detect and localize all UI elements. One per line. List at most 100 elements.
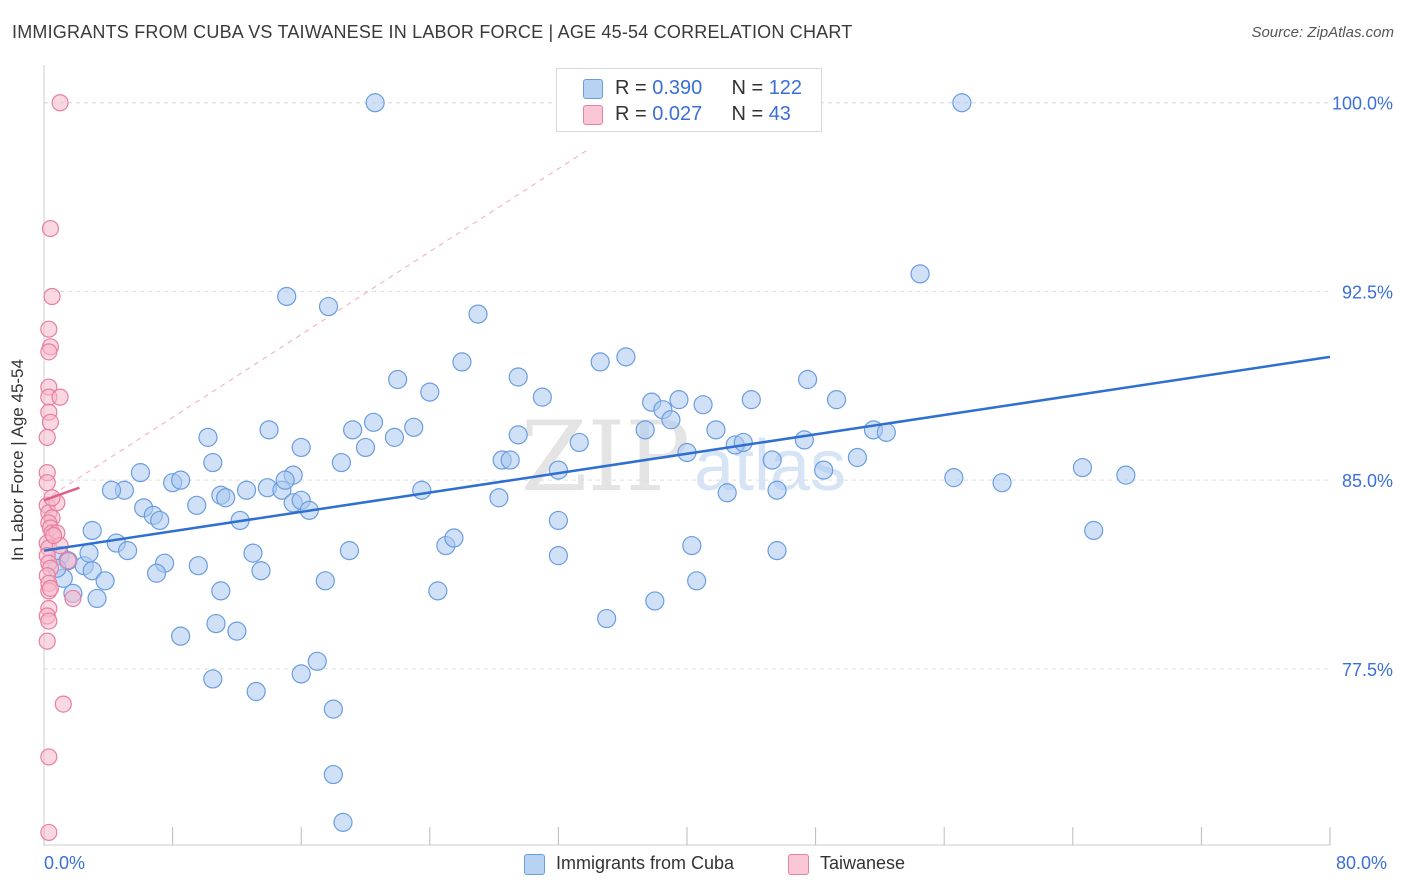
y-axis-label: In Labor Force | Age 45-54 bbox=[8, 359, 27, 561]
cuba-point bbox=[468, 304, 488, 324]
y-tick-label: 77.5% bbox=[1342, 660, 1393, 680]
taiwanese-point bbox=[51, 94, 69, 112]
cuba-point bbox=[876, 422, 896, 442]
cuba-point bbox=[794, 430, 814, 450]
n-label: N = bbox=[731, 77, 769, 99]
taiwanese-point bbox=[64, 589, 82, 608]
cuba-point bbox=[251, 561, 271, 581]
n-label: N = bbox=[731, 103, 769, 125]
legend-label-cuba: Immigrants from Cuba bbox=[556, 853, 735, 873]
cuba-point bbox=[87, 588, 107, 609]
taiwanese-point bbox=[43, 287, 61, 306]
cuba-point bbox=[246, 681, 266, 702]
cuba-point bbox=[388, 369, 408, 390]
taiwanese-point bbox=[38, 474, 56, 492]
cuba-point bbox=[198, 427, 218, 447]
y-tick-label: 100.0% bbox=[1332, 94, 1393, 114]
cuba-point bbox=[333, 812, 353, 832]
cuba-point bbox=[211, 581, 231, 601]
cuba-trend-line bbox=[43, 355, 1331, 552]
n-value-cuba: 122 bbox=[768, 77, 803, 99]
cuba-point bbox=[171, 626, 191, 646]
cuba-point bbox=[117, 541, 138, 561]
cuba-point bbox=[952, 93, 972, 113]
cuba-point bbox=[101, 480, 122, 500]
taiwanese-point bbox=[45, 526, 63, 545]
y-tick-label: 92.5% bbox=[1342, 282, 1393, 302]
cuba-point bbox=[1084, 520, 1104, 541]
r-value-taiwanese: 0.027 bbox=[652, 103, 703, 125]
blue-swatch-icon bbox=[524, 854, 545, 875]
cuba-point bbox=[597, 608, 617, 629]
taiwanese-point bbox=[40, 343, 58, 361]
taiwanese-point bbox=[40, 748, 58, 766]
cuba-point bbox=[95, 571, 115, 591]
cuba-point bbox=[171, 470, 191, 490]
cuba-point bbox=[243, 543, 263, 563]
blue-swatch-icon bbox=[583, 79, 603, 99]
cuba-point bbox=[682, 535, 702, 556]
cuba-point bbox=[532, 387, 552, 407]
cuba-point bbox=[203, 452, 223, 473]
cuba-point bbox=[130, 463, 151, 483]
cuba-point bbox=[331, 452, 351, 473]
cuba-point bbox=[569, 432, 589, 453]
n-value-taiwanese: 43 bbox=[768, 103, 791, 125]
cuba-point bbox=[277, 286, 297, 307]
cuba-point bbox=[150, 510, 170, 531]
cuba-point bbox=[307, 651, 327, 671]
cuba-point bbox=[508, 367, 528, 387]
cuba-point bbox=[814, 460, 834, 480]
x-tick-label-max: 80.0% bbox=[1336, 853, 1388, 873]
taiwanese-point bbox=[40, 823, 58, 842]
taiwanese-point bbox=[41, 219, 60, 238]
r-value-cuba: 0.390 bbox=[652, 77, 703, 99]
cuba-point bbox=[706, 420, 726, 440]
cuba-point bbox=[82, 520, 102, 541]
cuba-point bbox=[693, 395, 713, 415]
cuba-point bbox=[767, 541, 787, 561]
legend-label-taiwanese: Taiwanese bbox=[820, 853, 906, 873]
cuba-point bbox=[767, 480, 787, 500]
cuba-point bbox=[343, 420, 363, 440]
cuba-point bbox=[291, 437, 311, 458]
cuba-point bbox=[489, 488, 509, 508]
cuba-point bbox=[227, 621, 247, 641]
cuba-point bbox=[452, 352, 472, 372]
chart-title: IMMIGRANTS FROM CUBA VS TAIWANESE IN LAB… bbox=[12, 22, 853, 42]
cuba-point bbox=[187, 495, 207, 515]
cuba-point bbox=[259, 420, 279, 440]
cuba-point bbox=[206, 613, 226, 634]
cuba-point bbox=[291, 664, 311, 684]
r-label: R = bbox=[615, 103, 653, 125]
cuba-point bbox=[404, 417, 424, 437]
cuba-point bbox=[236, 480, 257, 500]
cuba-point bbox=[216, 488, 236, 508]
cuba-point bbox=[616, 347, 636, 367]
cuba-point bbox=[548, 546, 569, 566]
cuba-point bbox=[669, 390, 689, 410]
cuba-point bbox=[363, 412, 384, 432]
diagonal-reference-line bbox=[43, 147, 591, 501]
cuba-point bbox=[992, 473, 1012, 493]
cuba-point bbox=[146, 563, 167, 583]
cuba-point bbox=[635, 420, 655, 440]
series-legend: Immigrants from Cuba Taiwanese bbox=[0, 852, 1406, 876]
cuba-point bbox=[412, 480, 432, 500]
cuba-point bbox=[275, 470, 295, 490]
cuba-point bbox=[741, 390, 761, 410]
cuba-point bbox=[717, 483, 737, 503]
cuba-point bbox=[188, 556, 208, 576]
taiwanese-point bbox=[40, 320, 58, 338]
cuba-point bbox=[797, 369, 818, 390]
cuba-point bbox=[1116, 465, 1136, 485]
taiwanese-point bbox=[38, 428, 56, 446]
cuba-point bbox=[944, 468, 964, 488]
taiwanese-point bbox=[59, 552, 77, 570]
cuba-point bbox=[323, 764, 343, 785]
pink-swatch-icon bbox=[583, 105, 603, 125]
taiwanese-point bbox=[38, 632, 56, 650]
cuba-point bbox=[687, 571, 707, 591]
cuba-point bbox=[355, 437, 376, 458]
cuba-point bbox=[318, 296, 339, 317]
